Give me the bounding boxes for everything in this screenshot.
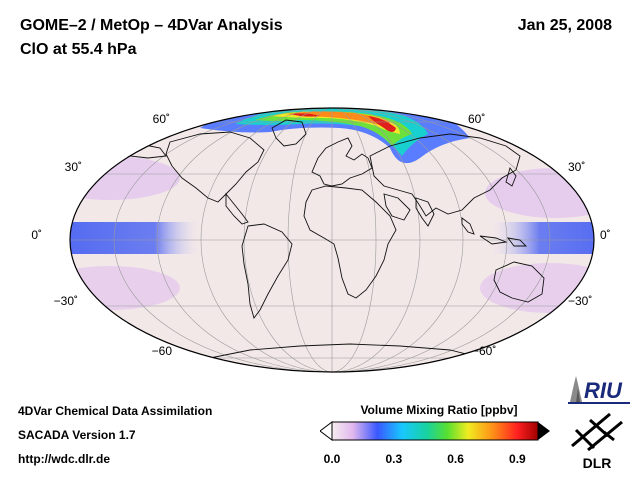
lat-label-30n-left: 30˚ xyxy=(64,160,82,174)
footer-line-3: http://wdc.dlr.de xyxy=(18,452,110,466)
svg-text:RIU: RIU xyxy=(584,378,623,403)
colorbar-gradient xyxy=(331,421,539,441)
lat-label-0-right: 0˚ xyxy=(600,228,611,242)
title-line-2: ClO at 55.4 hPa xyxy=(20,41,137,58)
lat-label-60n-left: 60˚ xyxy=(152,112,170,126)
colorbar-title: Volume Mixing Ratio [ppbv] xyxy=(360,403,518,417)
graticule xyxy=(70,108,594,372)
lat-label-30s-left: −30˚ xyxy=(53,294,78,308)
footer-line-2: SACADA Version 1.7 xyxy=(18,428,136,442)
map-title: GOME–2 / MetOp – 4DVar Analysis ClO at 5… xyxy=(20,14,283,62)
colorbar-tick-0: 0.0 xyxy=(323,452,341,466)
map-border xyxy=(69,107,595,373)
world-map xyxy=(69,107,595,373)
colorbar xyxy=(320,421,550,441)
lat-label-0-left: 0˚ xyxy=(31,228,42,242)
colorbar-max-arrow xyxy=(538,422,550,440)
colorbar-tick-2: 0.6 xyxy=(447,452,464,466)
coastlines xyxy=(118,119,545,361)
lat-label-60n-right: 60˚ xyxy=(468,112,486,126)
date-label: Jan 25, 2008 xyxy=(517,17,612,34)
title-line-1: GOME–2 / MetOp – 4DVar Analysis xyxy=(20,17,283,34)
equatorial-band-east xyxy=(490,222,594,254)
dlr-logo-icon: DLR xyxy=(571,412,623,471)
colorbar-tick-3: 0.9 xyxy=(509,452,526,466)
riu-logo-icon: RIU xyxy=(568,376,630,404)
lat-label-60s-right: −60˚ xyxy=(472,344,497,358)
colorbar-tick-1: 0.3 xyxy=(385,452,403,466)
lat-label-30n-right: 30˚ xyxy=(568,160,586,174)
colorbar-min-arrow xyxy=(320,421,333,441)
footer-line-1: 4DVar Chemical Data Assimilation xyxy=(18,404,213,418)
dlr-logo-text: DLR xyxy=(583,455,612,471)
equatorial-band-west xyxy=(70,222,200,254)
lat-label-30s-right: −30˚ xyxy=(568,294,593,308)
lat-label-60s-left: −60 xyxy=(151,344,172,358)
